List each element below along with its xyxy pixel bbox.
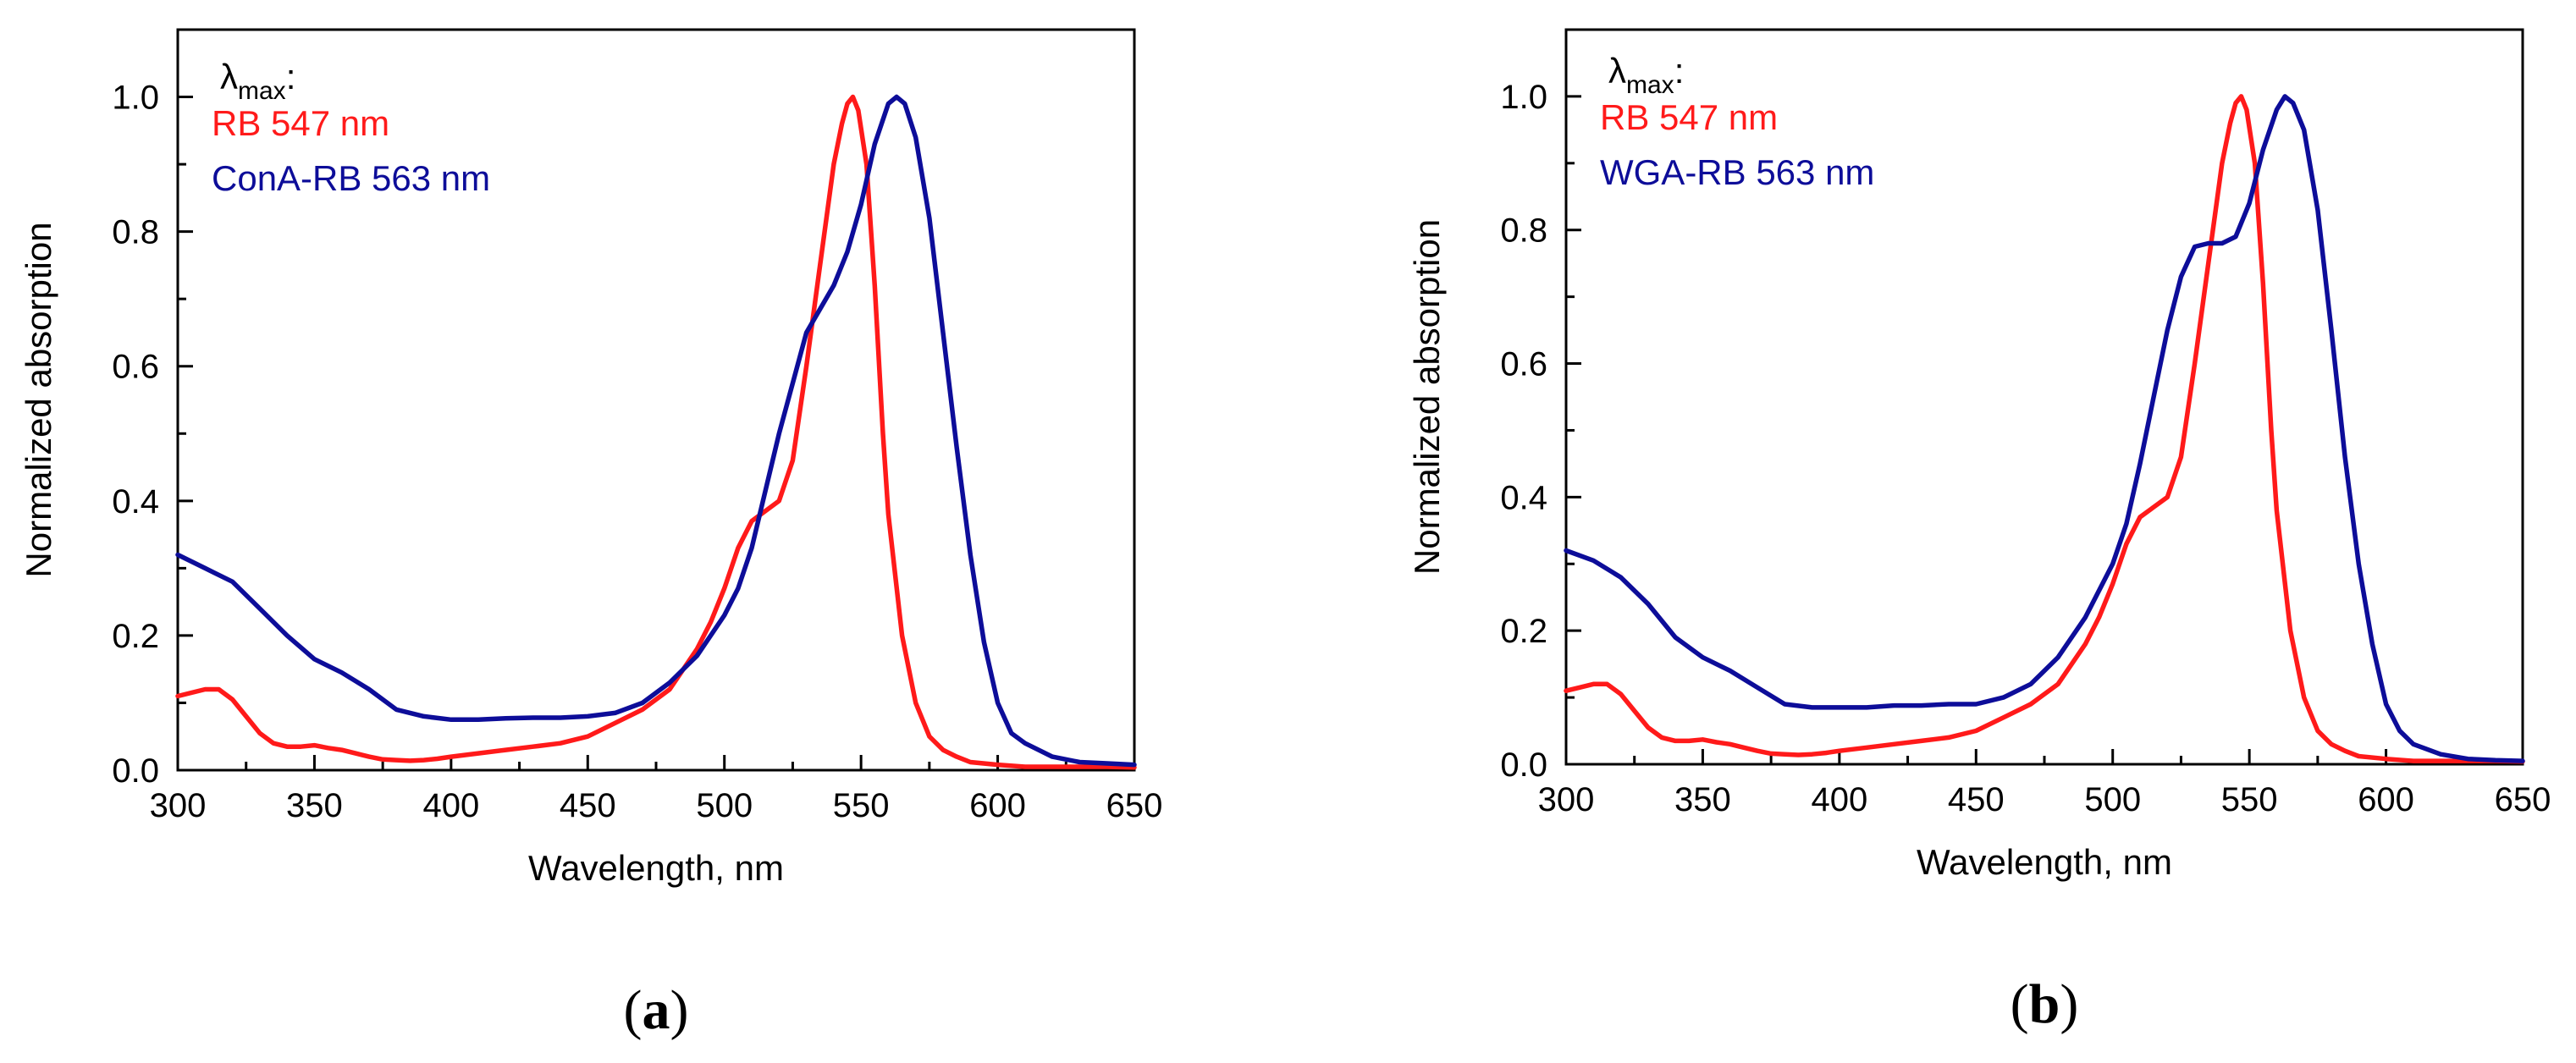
legend-heading: λmax: xyxy=(1608,51,1684,99)
panel-a: 300 350 400 450 500 550 600 650 0.0 0.2 0.4 0.6 0.8 1… xyxy=(19,28,1163,1041)
y-tick-label: 0.8 xyxy=(1500,212,1547,250)
y-tick-label: 0.0 xyxy=(1500,746,1547,784)
legend-heading-symbol: λ xyxy=(220,57,238,96)
legend-entry: RB 547 nm xyxy=(1600,97,1778,137)
y-tick-label: 0.4 xyxy=(1500,479,1547,516)
x-tick-label: 650 xyxy=(1106,787,1163,824)
legend-heading: λmax: xyxy=(220,57,295,105)
y-tick-label: 1.0 xyxy=(1500,79,1547,116)
panel-label: (a) xyxy=(624,979,689,1041)
y-axis-title: Normalized absorption xyxy=(1407,219,1447,575)
y-tick-label: 0.6 xyxy=(112,349,159,386)
y-tick-label: 0.6 xyxy=(1500,346,1547,383)
x-tick-label: 300 xyxy=(1538,781,1595,818)
x-tick-label: 550 xyxy=(833,787,890,824)
x-tick-label: 350 xyxy=(1674,781,1731,818)
x-axis-title: Wavelength, nm xyxy=(528,848,784,888)
y-tick-label: 0.0 xyxy=(112,752,159,790)
legend-heading-subscript: max xyxy=(238,77,286,105)
x-tick-label: 450 xyxy=(1948,781,2005,818)
panel-label: (b) xyxy=(2011,973,2079,1035)
x-tick-label: 550 xyxy=(2221,781,2278,818)
y-tick-label: 0.2 xyxy=(1500,613,1547,650)
x-tick-label: 400 xyxy=(1811,781,1867,818)
panel-b: 300 350 400 450 500 550 600 650 0.0 0.2 0.4 0.6 0.8 1… xyxy=(1407,28,2551,1035)
legend-entry: WGA-RB 563 nm xyxy=(1600,152,1874,192)
series-line-cona-rb xyxy=(175,94,1137,768)
y-tick-label: 0.4 xyxy=(112,483,159,520)
y-tick-label: 0.2 xyxy=(112,618,159,655)
legend-heading-symbol: λ xyxy=(1608,51,1626,91)
x-tick-label: 600 xyxy=(969,787,1026,824)
y-tick-label: 0.8 xyxy=(112,214,159,251)
plot-frame xyxy=(1564,28,2524,766)
x-tick-label: 500 xyxy=(696,787,753,824)
y-axis-title: Normalized absorption xyxy=(19,222,58,577)
legend-heading-subscript: max xyxy=(1626,71,1674,99)
y-tick-label: 1.0 xyxy=(112,80,159,117)
x-tick-label: 400 xyxy=(422,787,479,824)
x-tick-label: 450 xyxy=(560,787,616,824)
x-tick-label: 350 xyxy=(286,787,343,824)
legend-heading-suffix: : xyxy=(286,57,296,96)
legend-entry: RB 547 nm xyxy=(212,103,389,143)
legend-entry: ConA-RB 563 nm xyxy=(212,158,490,198)
series-line-rb xyxy=(175,94,1137,770)
series-line-rb xyxy=(1564,94,2525,764)
x-tick-label: 300 xyxy=(150,787,207,824)
x-tick-label: 650 xyxy=(2495,781,2551,818)
x-tick-label: 500 xyxy=(2084,781,2141,818)
x-axis-title: Wavelength, nm xyxy=(1917,842,2172,882)
series-line-wga-rb xyxy=(1564,94,2525,763)
x-tick-label: 600 xyxy=(2358,781,2414,818)
legend-heading-suffix: : xyxy=(1674,51,1685,91)
